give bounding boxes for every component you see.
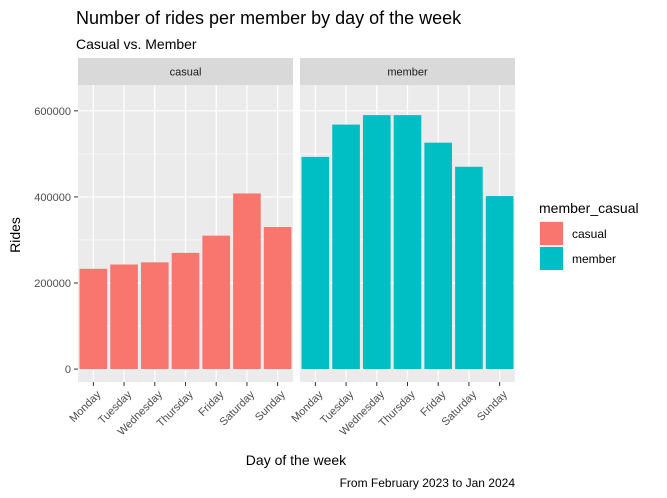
x-tick-label: Sunday (475, 388, 510, 423)
bar-member-saturday (455, 166, 483, 370)
legend: member_casual casual member (539, 200, 639, 271)
y-tick-label: 0 (65, 364, 71, 376)
bar-casual-friday (202, 235, 231, 370)
strip-casual (78, 58, 293, 85)
bar-casual-monday (79, 268, 108, 370)
strip-label-member: member (387, 67, 428, 79)
bar-casual-wednesday (140, 262, 169, 370)
strip-label-casual: casual (170, 67, 202, 79)
y-tick-label: 400000 (34, 192, 71, 204)
bar-member-sunday (485, 196, 514, 370)
legend-label-casual: casual (572, 227, 607, 241)
bar-casual-saturday (233, 193, 261, 370)
bar-casual-sunday (263, 227, 292, 370)
bar-member-wednesday (362, 115, 391, 370)
y-tick-label: 600000 (34, 106, 71, 118)
legend-title: member_casual (539, 200, 639, 216)
x-axis-title: Day of the week (246, 452, 347, 468)
chart-title: Number of rides per member by day of the… (76, 8, 462, 28)
bar-member-thursday (393, 115, 422, 370)
chart-subtitle: Casual vs. Member (76, 36, 197, 52)
bar-casual-thursday (171, 252, 200, 370)
bar-casual-tuesday (110, 264, 138, 370)
legend-swatch-casual (540, 222, 563, 245)
legend-label-member: member (572, 252, 616, 266)
x-tick-label: Sunday (253, 388, 288, 423)
bar-member-tuesday (332, 124, 360, 370)
y-axis-title: Rides (7, 217, 23, 253)
y-axis: 0 200000 400000 600000 (34, 106, 78, 376)
bar-member-monday (301, 156, 330, 370)
strip-member (300, 58, 515, 85)
y-tick-label: 200000 (34, 278, 71, 290)
bar-member-friday (424, 142, 453, 370)
legend-swatch-member (540, 247, 563, 270)
chart-caption: From February 2023 to Jan 2024 (340, 476, 516, 490)
